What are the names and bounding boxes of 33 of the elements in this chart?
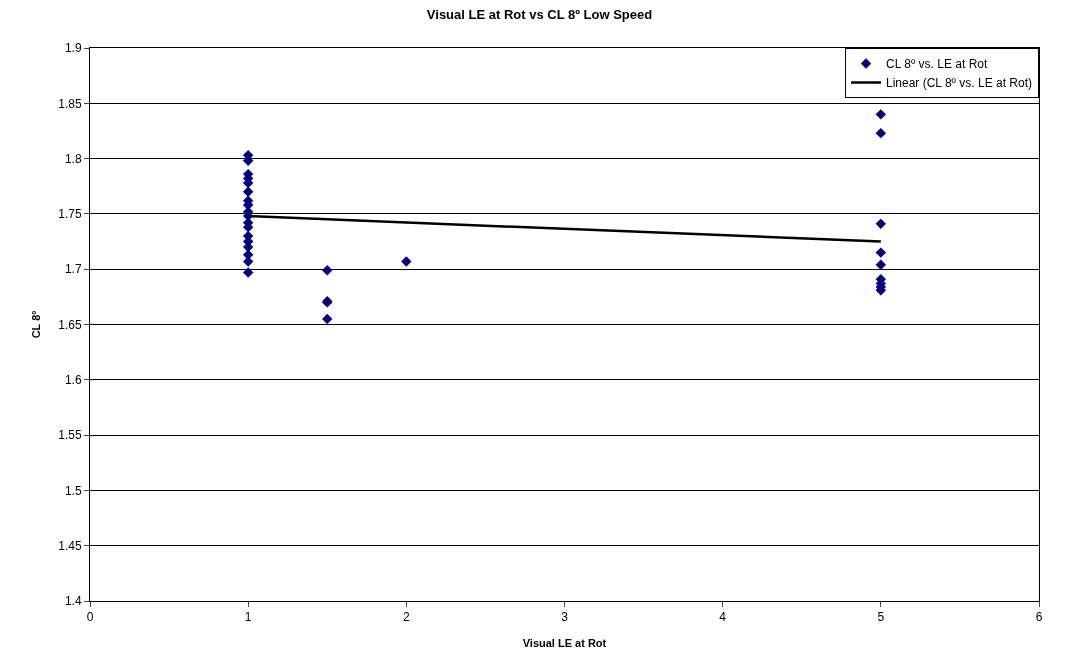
point (875, 259, 887, 270)
y-tick-label: 1.85 (58, 96, 82, 111)
x-tick-label: 5 (877, 610, 885, 625)
legend-label: Linear (CL 8º vs. LE at Rot) (886, 76, 1032, 91)
y-axis-title: CL 8º (29, 310, 42, 339)
chart-title: Visual LE at Rot vs CL 8º Low Speed (426, 7, 653, 23)
x-tick-label: 6 (1035, 610, 1043, 625)
point (875, 247, 887, 258)
y-tick-label: 1.45 (58, 538, 82, 553)
point (875, 218, 887, 230)
y-tick-label: 1.55 (58, 428, 82, 443)
point (875, 127, 887, 139)
x-tick-label: 0 (86, 610, 94, 625)
point (242, 186, 254, 197)
point (401, 256, 412, 267)
y-tick-label: 1.7 (64, 262, 82, 277)
x-axis-title: Visual LE at Rot (522, 636, 607, 649)
y-tick-label: 1.65 (58, 317, 82, 332)
x-tick-label: 1 (244, 610, 252, 625)
point (322, 265, 333, 276)
x-tick-label: 4 (719, 610, 727, 625)
y-tick-label: 1.8 (64, 151, 82, 166)
y-tick-label: 1.4 (64, 594, 82, 609)
point (875, 109, 887, 120)
y-tick-label: 1.75 (58, 207, 82, 222)
point (322, 313, 333, 325)
y-tick-label: 1.6 (64, 373, 82, 387)
y-tick-label: 1.9 (64, 41, 82, 56)
x-tick-label: 3 (561, 610, 569, 625)
point (242, 267, 254, 278)
x-tick-label: 2 (402, 610, 410, 625)
y-tick-label: 1.5 (64, 483, 82, 498)
legend-label: CL 8º vs. LE at Rot (886, 57, 988, 72)
